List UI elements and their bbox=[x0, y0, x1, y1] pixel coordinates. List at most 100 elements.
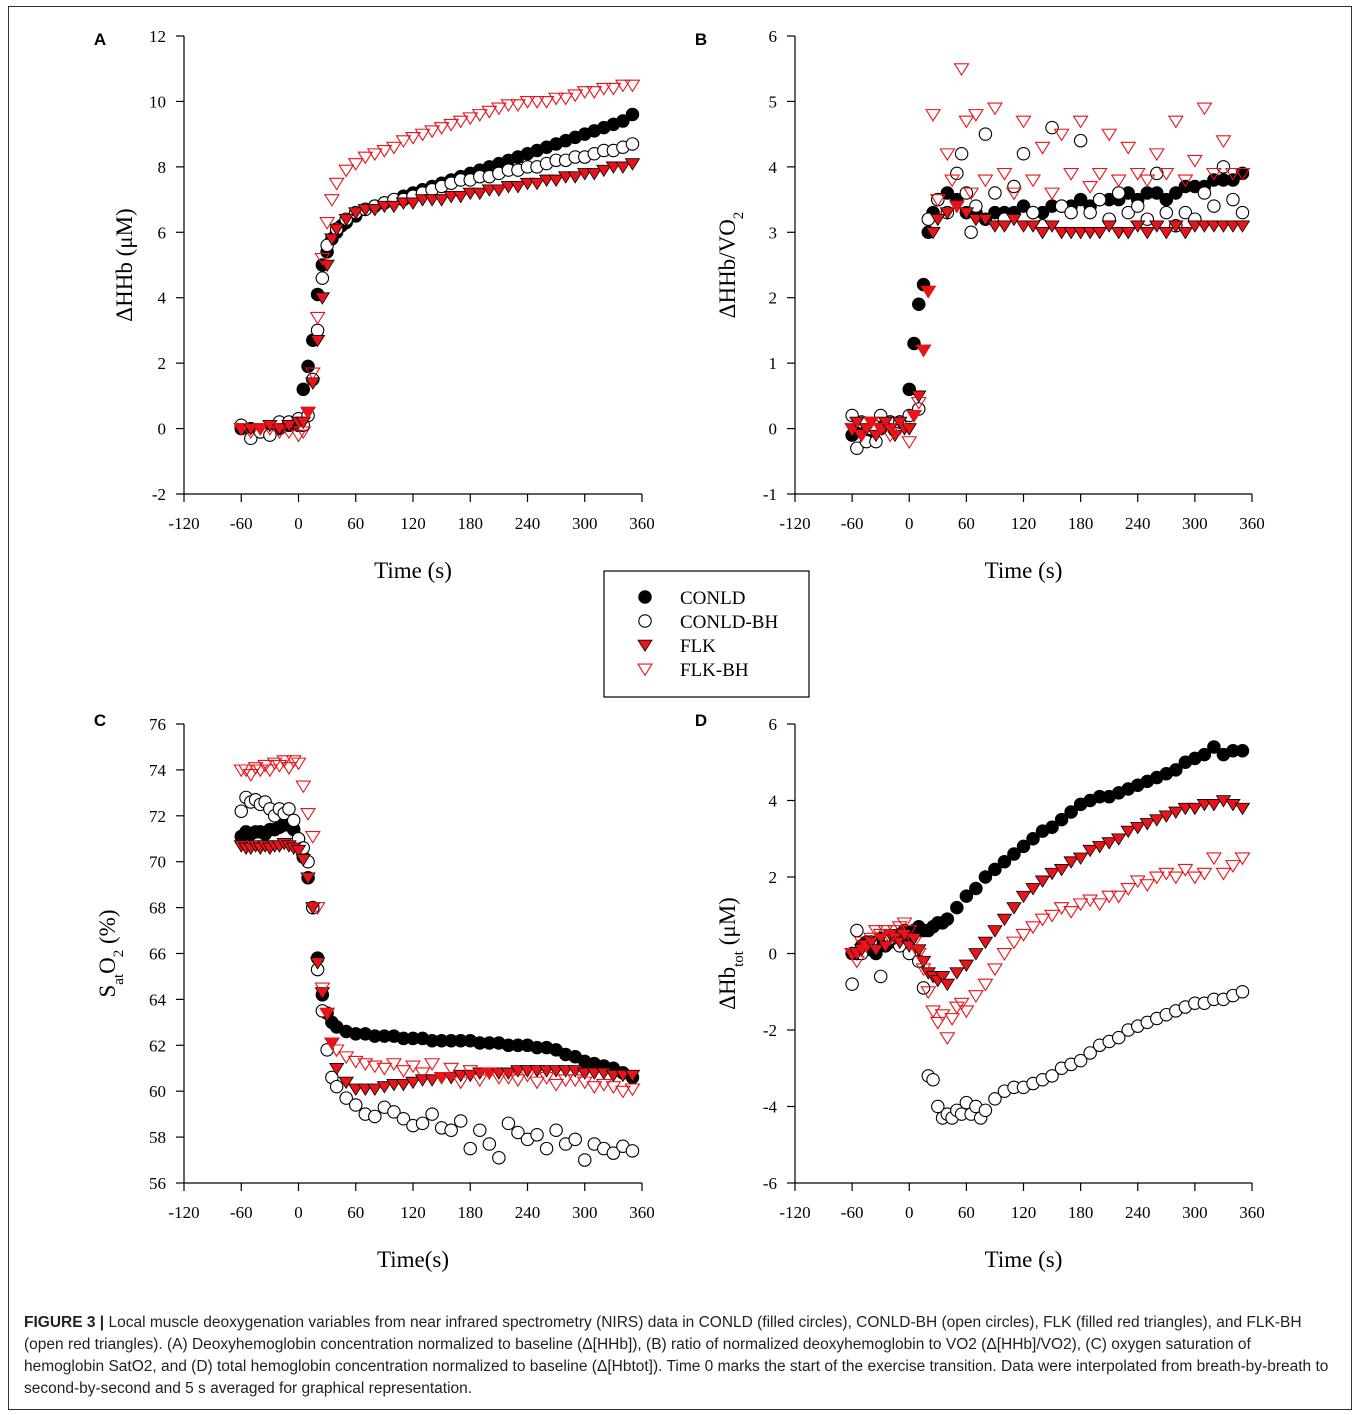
data-point bbox=[844, 948, 861, 961]
data-point bbox=[968, 948, 984, 961]
data-point bbox=[605, 161, 622, 174]
data-point bbox=[1016, 839, 1031, 854]
data-point bbox=[577, 168, 593, 181]
data-point bbox=[1045, 1069, 1059, 1083]
data-point bbox=[1007, 179, 1021, 194]
data-point bbox=[424, 194, 440, 207]
panel-letter: B bbox=[695, 30, 707, 49]
data-point bbox=[1186, 871, 1203, 885]
y-tick-label: 0 bbox=[769, 945, 778, 964]
x-tick-label: 240 bbox=[1125, 514, 1151, 533]
y-tick-label: -2 bbox=[152, 485, 166, 504]
data-point bbox=[1168, 806, 1184, 820]
y-tick-label: 8 bbox=[158, 158, 167, 177]
data-point bbox=[586, 1067, 603, 1080]
y-tick-label: 2 bbox=[769, 289, 778, 308]
y-tick-label: 56 bbox=[149, 1174, 166, 1193]
series-flk-bh bbox=[844, 63, 1251, 449]
data-point bbox=[958, 959, 975, 973]
x-tick-label: 120 bbox=[1011, 514, 1037, 533]
data-point bbox=[1063, 905, 1080, 919]
x-tick-label: 60 bbox=[347, 1203, 364, 1222]
data-point bbox=[849, 416, 865, 430]
data-point bbox=[1139, 226, 1155, 240]
data-point bbox=[452, 115, 469, 129]
data-point bbox=[549, 1123, 563, 1137]
legend-marker-flk bbox=[637, 639, 653, 653]
data-point bbox=[538, 1071, 555, 1085]
legend-box bbox=[603, 570, 810, 698]
data-point bbox=[1025, 921, 1042, 935]
legend-label-conld-bh: CONLD-BH bbox=[680, 612, 778, 633]
data-point bbox=[1044, 220, 1060, 233]
data-point bbox=[1064, 805, 1078, 819]
data-point bbox=[944, 1013, 961, 1026]
data-point bbox=[444, 1123, 458, 1137]
data-point bbox=[978, 870, 993, 884]
y-tick-label: 66 bbox=[149, 945, 166, 964]
data-point bbox=[1073, 1053, 1088, 1068]
data-point bbox=[901, 423, 917, 436]
data-point bbox=[290, 844, 307, 858]
data-point bbox=[1111, 186, 1126, 200]
data-point bbox=[1101, 128, 1118, 142]
x-tick-label: 120 bbox=[1011, 1203, 1037, 1222]
data-point bbox=[1082, 894, 1099, 908]
data-point bbox=[1026, 205, 1040, 220]
data-point bbox=[1072, 852, 1089, 865]
data-point bbox=[1083, 205, 1097, 220]
data-point bbox=[339, 1091, 353, 1105]
data-point bbox=[463, 1141, 477, 1156]
x-tick-label: -60 bbox=[230, 1203, 253, 1222]
data-point bbox=[625, 1144, 640, 1158]
y-tick-label: 1 bbox=[769, 354, 778, 373]
data-point bbox=[1044, 187, 1061, 201]
data-point bbox=[1149, 220, 1165, 233]
data-point bbox=[596, 164, 612, 178]
data-point bbox=[949, 967, 965, 980]
data-point bbox=[867, 925, 884, 938]
x-tick-label: -120 bbox=[779, 514, 810, 533]
data-point bbox=[305, 377, 321, 390]
x-tick-label: -120 bbox=[168, 1203, 199, 1222]
data-point bbox=[290, 757, 307, 771]
data-point bbox=[1073, 192, 1088, 207]
data-point bbox=[425, 1107, 439, 1121]
data-point bbox=[1196, 102, 1213, 116]
x-axis-title: Time(s) bbox=[377, 1247, 449, 1272]
data-point bbox=[997, 854, 1012, 869]
data-point bbox=[1215, 867, 1232, 881]
data-point bbox=[1158, 867, 1175, 881]
data-point bbox=[387, 1105, 401, 1119]
data-point bbox=[959, 186, 974, 200]
data-point bbox=[328, 223, 345, 237]
data-point bbox=[1044, 867, 1060, 881]
data-point bbox=[906, 410, 923, 423]
data-point bbox=[891, 423, 908, 436]
data-point bbox=[950, 900, 964, 915]
data-point bbox=[233, 764, 250, 778]
data-point bbox=[557, 92, 574, 106]
data-point bbox=[1129, 167, 1146, 181]
data-point bbox=[295, 854, 311, 867]
data-point bbox=[452, 190, 469, 204]
data-point bbox=[1120, 825, 1136, 839]
data-point bbox=[858, 940, 875, 954]
data-point bbox=[1007, 847, 1021, 861]
data-point bbox=[1197, 186, 1212, 200]
figure-frame bbox=[8, 6, 1352, 1410]
y-tick-label: -4 bbox=[763, 1098, 778, 1117]
data-point bbox=[586, 168, 603, 181]
legend-label-conld: CONLD bbox=[680, 588, 745, 609]
data-point bbox=[1215, 135, 1232, 149]
data-point bbox=[1168, 220, 1184, 233]
data-point bbox=[906, 932, 922, 946]
x-tick-label: 180 bbox=[1068, 1203, 1094, 1222]
data-point bbox=[357, 1058, 374, 1071]
data-point bbox=[338, 213, 354, 227]
data-point bbox=[1025, 174, 1042, 188]
data-point bbox=[882, 932, 899, 946]
data-point bbox=[261, 764, 278, 778]
data-point bbox=[367, 204, 383, 217]
data-point bbox=[1063, 856, 1079, 869]
